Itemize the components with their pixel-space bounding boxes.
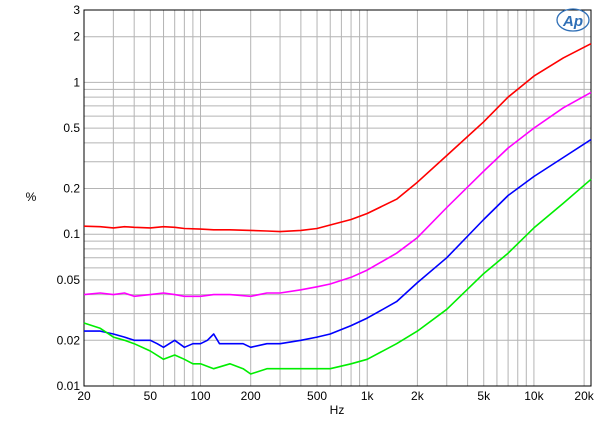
series-line-4 (83, 178, 592, 375)
y-axis-label: % (26, 190, 37, 204)
series-line-3 (84, 138, 592, 349)
x-tick-label: 10k (524, 389, 544, 403)
series-line-1 (83, 42, 592, 233)
y-tick-label: 3 (73, 3, 80, 17)
x-tick-labels: 20 50 100 200 500 1k 2k 5k 10k 20k (77, 389, 594, 403)
y-tick-label: 0.1 (63, 227, 80, 241)
y-tick-label: 1 (73, 75, 80, 89)
x-tick-label: 50 (144, 389, 158, 403)
y-tick-labels: 0.01 0.02 0.05 0.1 0.2 0.5 1 2 3 (57, 3, 81, 393)
y-tick-label: 0.05 (57, 273, 81, 287)
plot-frame (83, 9, 592, 387)
x-tick-label: 2k (411, 389, 425, 403)
y-tick-label: 0.02 (57, 333, 81, 347)
x-tick-label: 200 (241, 389, 261, 403)
ap-logo: Ap (556, 8, 590, 32)
y-tick-label: 0.2 (63, 182, 80, 196)
ap-logo-text: Ap (562, 13, 583, 30)
y-tick-label: 0.5 (63, 121, 80, 135)
y-tick-label: 2 (73, 30, 80, 44)
y-tick-label: 0.01 (57, 379, 81, 393)
x-tick-label: 5k (477, 389, 491, 403)
x-tick-label: 100 (191, 389, 211, 403)
x-axis-label: Hz (330, 403, 345, 417)
x-tick-label: 20k (574, 389, 594, 403)
x-tick-label: 500 (307, 389, 327, 403)
grid (84, 10, 591, 386)
series-group (83, 42, 592, 375)
x-tick-label: 1k (361, 389, 375, 403)
x-tick-label: 20 (77, 389, 91, 403)
series-line-2 (83, 91, 592, 298)
